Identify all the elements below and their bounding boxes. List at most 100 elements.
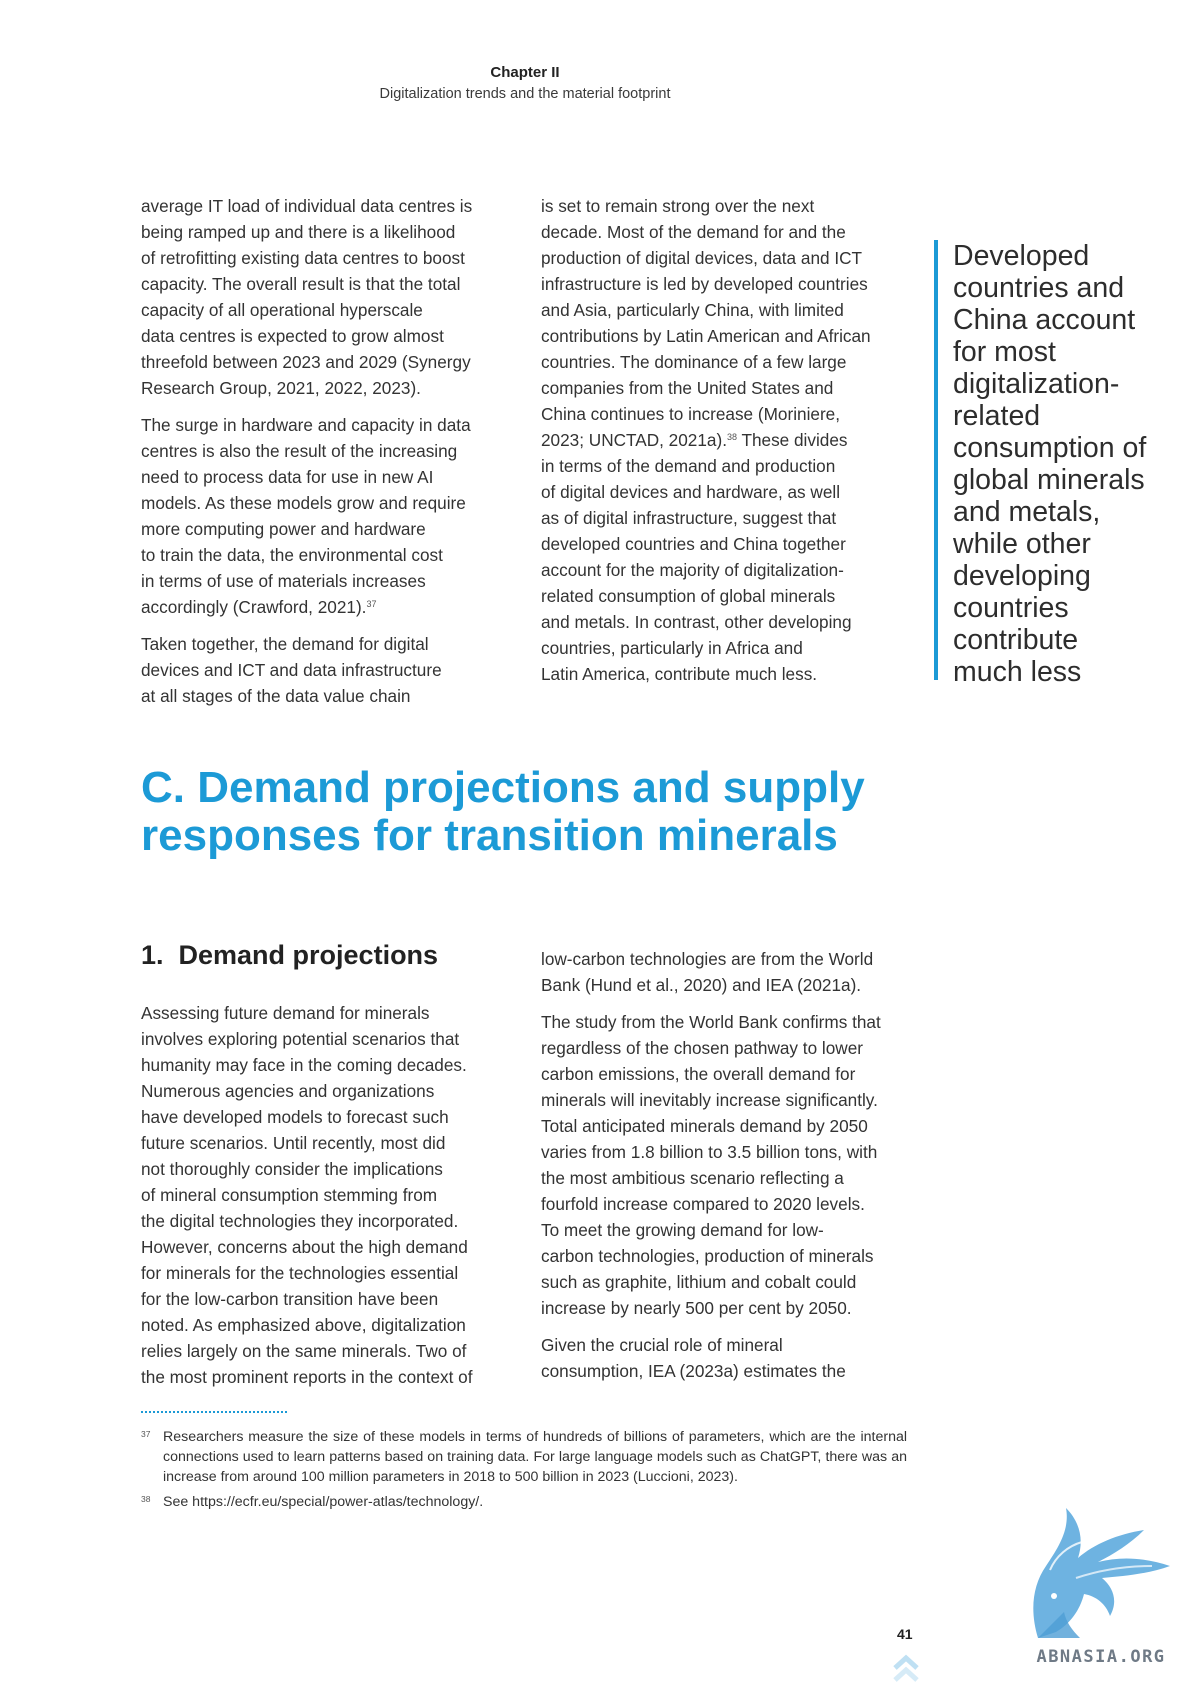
running-head: Chapter II Digitalization trends and the… bbox=[0, 64, 1050, 102]
text-line: have developed models to forecast such bbox=[141, 1104, 473, 1130]
text-line: future scenarios. Until recently, most d… bbox=[141, 1130, 473, 1156]
text-line: capacity of all operational hyperscale bbox=[141, 297, 472, 323]
griffin-logo-icon bbox=[1010, 1500, 1190, 1646]
paragraph: The study from the World Bank confirms t… bbox=[541, 1009, 881, 1321]
chevron-up-icon[interactable] bbox=[893, 1652, 919, 1684]
text-line: in terms of the demand and production bbox=[541, 453, 871, 479]
page-number: 41 bbox=[897, 1626, 913, 1642]
text-line: not thoroughly consider the implications bbox=[141, 1156, 473, 1182]
text-line: devices and ICT and data infrastructure bbox=[141, 657, 472, 683]
text-line: involves exploring potential scenarios t… bbox=[141, 1026, 473, 1052]
text-line: the most ambitious scenario reflecting a bbox=[541, 1165, 881, 1191]
text-line: the most prominent reports in the contex… bbox=[141, 1364, 473, 1390]
text-line: threefold between 2023 and 2029 (Synergy bbox=[141, 349, 472, 375]
paragraph: Given the crucial role of mineral consum… bbox=[541, 1332, 881, 1384]
text-line: accordingly (Crawford, 2021).37 bbox=[141, 594, 472, 620]
text-fragment: accordingly (Crawford, 2021). bbox=[141, 597, 366, 617]
text-line: developed countries and China together bbox=[541, 531, 871, 557]
text-line: infrastructure is led by developed count… bbox=[541, 271, 871, 297]
footnote-38: 38 See https://ecfr.eu/special/power-atl… bbox=[141, 1492, 907, 1512]
text-line: Latin America, contribute much less. bbox=[541, 661, 871, 687]
footnotes: 37 Researchers measure the size of these… bbox=[141, 1427, 907, 1517]
text-line: data centres is expected to grow almost bbox=[141, 323, 472, 349]
pull-quote-line: and metals, bbox=[953, 496, 1146, 528]
text-line: of digital devices and hardware, as well bbox=[541, 479, 871, 505]
text-line: at all stages of the data value chain bbox=[141, 683, 472, 709]
footnote-ref-37[interactable]: 37 bbox=[366, 599, 376, 609]
pull-quote-line: much less bbox=[953, 656, 1146, 688]
text-line: and metals. In contrast, other developin… bbox=[541, 609, 871, 635]
paragraph: average IT load of individual data centr… bbox=[141, 193, 472, 401]
pull-quote-line: related bbox=[953, 400, 1146, 432]
text-line: However, concerns about the high demand bbox=[141, 1234, 473, 1260]
text-line: Bank (Hund et al., 2020) and IEA (2021a)… bbox=[541, 972, 881, 998]
text-line: minerals will inevitably increase signif… bbox=[541, 1087, 881, 1113]
text-line: carbon emissions, the overall demand for bbox=[541, 1061, 881, 1087]
text-line: the digital technologies they incorporat… bbox=[141, 1208, 473, 1234]
text-line: in terms of use of materials increases bbox=[141, 568, 472, 594]
paragraph: is set to remain strong over the next de… bbox=[541, 193, 871, 687]
text-line: production of digital devices, data and … bbox=[541, 245, 871, 271]
pull-quote-line: countries bbox=[953, 592, 1146, 624]
text-line: centres is also the result of the increa… bbox=[141, 438, 472, 464]
text-line: average IT load of individual data centr… bbox=[141, 193, 472, 219]
text-line: as of digital infrastructure, suggest th… bbox=[541, 505, 871, 531]
body-column-left-bottom: Assessing future demand for minerals inv… bbox=[141, 1000, 473, 1401]
watermark-text: ABNASIA.ORG bbox=[1016, 1647, 1186, 1667]
text-line: Research Group, 2021, 2022, 2023). bbox=[141, 375, 472, 401]
pull-quote-line: developing bbox=[953, 560, 1146, 592]
section-title: C. Demand projections and supply respons… bbox=[141, 764, 865, 860]
text-line: Numerous agencies and organizations bbox=[141, 1078, 473, 1104]
footnote-37: 37 Researchers measure the size of these… bbox=[141, 1427, 907, 1487]
chapter-subtitle: Digitalization trends and the material f… bbox=[0, 86, 1050, 102]
text-line: models. As these models grow and require bbox=[141, 490, 472, 516]
text-line: Given the crucial role of mineral bbox=[541, 1332, 881, 1358]
text-line: fourfold increase compared to 2020 level… bbox=[541, 1191, 881, 1217]
text-line: noted. As emphasized above, digitalizati… bbox=[141, 1312, 473, 1338]
text-line: countries. The dominance of a few large bbox=[541, 349, 871, 375]
pull-quote-line: consumption of bbox=[953, 432, 1146, 464]
text-fragment: 2023; UNCTAD, 2021a). bbox=[541, 430, 727, 450]
footnote-number: 38 bbox=[141, 1492, 150, 1506]
text-fragment: These divides bbox=[737, 430, 848, 450]
text-line: Total anticipated minerals demand by 205… bbox=[541, 1113, 881, 1139]
text-line: varies from 1.8 billion to 3.5 billion t… bbox=[541, 1139, 881, 1165]
text-line: and Asia, particularly China, with limit… bbox=[541, 297, 871, 323]
section-title-line: responses for transition minerals bbox=[141, 812, 865, 860]
text-line: regardless of the chosen pathway to lowe… bbox=[541, 1035, 881, 1061]
text-line: The study from the World Bank confirms t… bbox=[541, 1009, 881, 1035]
text-line: related consumption of global minerals bbox=[541, 583, 871, 609]
text-line: countries, particularly in Africa and bbox=[541, 635, 871, 661]
text-line: The surge in hardware and capacity in da… bbox=[141, 412, 472, 438]
subsection-heading: 1. Demand projections bbox=[141, 940, 438, 971]
text-line: carbon technologies, production of miner… bbox=[541, 1243, 881, 1269]
text-line: to train the data, the environmental cos… bbox=[141, 542, 472, 568]
paragraph: The surge in hardware and capacity in da… bbox=[141, 412, 472, 620]
footnote-text: Researchers measure the size of these mo… bbox=[163, 1427, 907, 1487]
text-line: capacity. The overall result is that the… bbox=[141, 271, 472, 297]
text-line: for minerals for the technologies essent… bbox=[141, 1260, 473, 1286]
text-line: relies largely on the same minerals. Two… bbox=[141, 1338, 473, 1364]
pull-quote-line: digitalization- bbox=[953, 368, 1146, 400]
body-column-right-bottom: low-carbon technologies are from the Wor… bbox=[541, 946, 881, 1395]
text-line: consumption, IEA (2023a) estimates the bbox=[541, 1358, 881, 1384]
text-line: is set to remain strong over the next bbox=[541, 193, 871, 219]
text-line: of mineral consumption stemming from bbox=[141, 1182, 473, 1208]
text-line: such as graphite, lithium and cobalt cou… bbox=[541, 1269, 881, 1295]
text-line: To meet the growing demand for low- bbox=[541, 1217, 881, 1243]
pull-quote-line: global minerals bbox=[953, 464, 1146, 496]
pull-quote-line: China account bbox=[953, 304, 1146, 336]
watermark-logo: ABNASIA.ORG bbox=[1010, 1500, 1190, 1676]
text-line: increase by nearly 500 per cent by 2050. bbox=[541, 1295, 881, 1321]
text-line: Assessing future demand for minerals bbox=[141, 1000, 473, 1026]
text-line: contributions by Latin American and Afri… bbox=[541, 323, 871, 349]
footnote-text[interactable]: See https://ecfr.eu/special/power-atlas/… bbox=[163, 1492, 907, 1512]
text-line: companies from the United States and bbox=[541, 375, 871, 401]
section-title-line: C. Demand projections and supply bbox=[141, 764, 865, 812]
text-line: humanity may face in the coming decades. bbox=[141, 1052, 473, 1078]
footnote-ref-38[interactable]: 38 bbox=[727, 432, 737, 442]
text-line: low-carbon technologies are from the Wor… bbox=[541, 946, 881, 972]
pull-quote-line: countries and bbox=[953, 272, 1146, 304]
paragraph: Taken together, the demand for digital d… bbox=[141, 631, 472, 709]
text-line: Taken together, the demand for digital bbox=[141, 631, 472, 657]
